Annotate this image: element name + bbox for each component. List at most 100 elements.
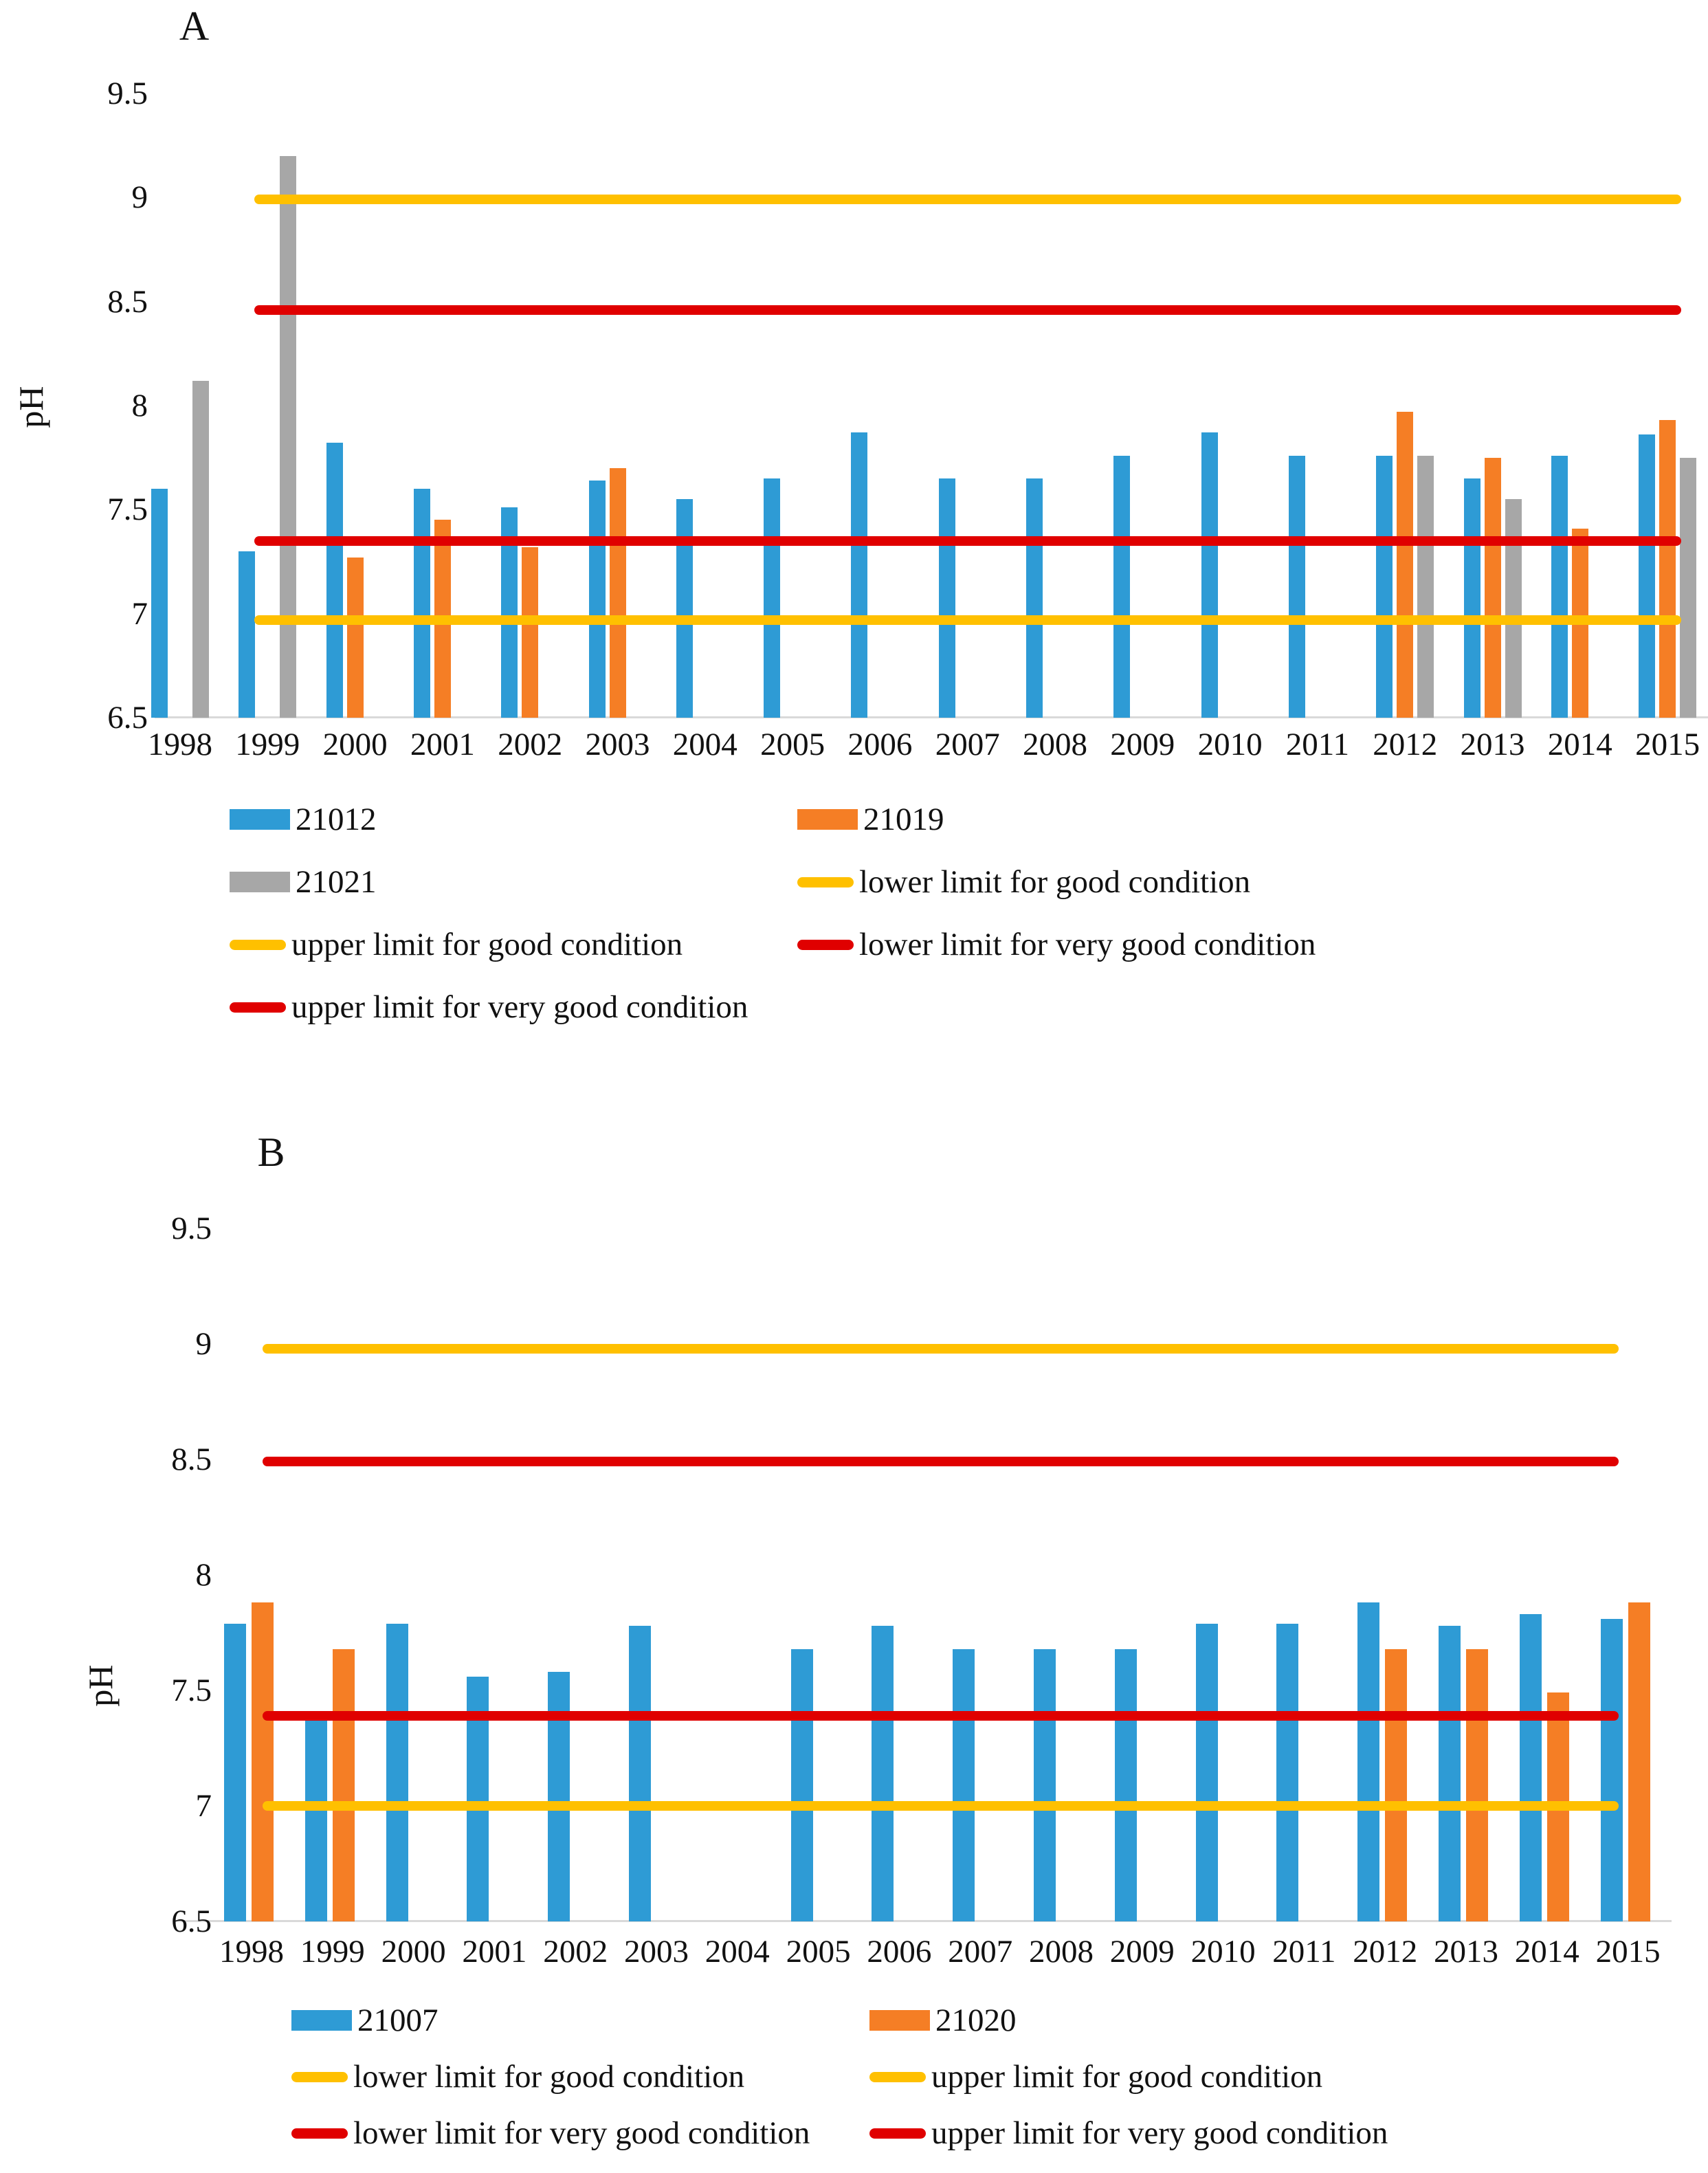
x-tick-label: 2011: [1285, 727, 1350, 762]
x-tick-label: 2010: [1197, 727, 1263, 762]
y-tick-label: 9.5: [171, 1211, 212, 1246]
series-swatch-icon: [230, 872, 290, 892]
series-swatch-icon: [291, 2010, 352, 2031]
bar-21012: [1113, 455, 1131, 718]
line-swatch-icon: [797, 876, 854, 887]
bar-21012: [588, 480, 606, 718]
bar-21012: [413, 489, 430, 718]
line-swatch-icon: [230, 939, 286, 950]
legend-item-21019: 21019: [797, 798, 944, 841]
chart-a-x-axis-line: [155, 716, 1708, 718]
bar-21019: [609, 467, 626, 718]
bar-21007: [1034, 1648, 1056, 1921]
bar-21012: [764, 478, 781, 718]
bar-21007: [386, 1623, 408, 1921]
legend-label: 21012: [296, 802, 377, 837]
x-tick-label: 2014: [1514, 1934, 1579, 1970]
limit-line-upper-limit-for-very-good-condition: [263, 1457, 1619, 1467]
limit-line-upper-limit-for-very-good-condition: [254, 305, 1681, 315]
y-tick-label: 8.5: [107, 283, 148, 320]
chart-b: B pH 9.5 9 8.5 8 7.5 7 6.5 1998 1999 2000 2001 2002…: [0, 1052, 1708, 2173]
bar-21007: [1276, 1623, 1299, 1921]
legend-item-21020: 21020: [869, 1999, 1017, 2042]
bar-21007: [1114, 1648, 1137, 1921]
bar-21007: [953, 1648, 975, 1921]
legend-item-upper-limit-for-good-condition: upper limit for good condition: [230, 923, 683, 966]
bar-21007: [1439, 1625, 1461, 1921]
legend-item-upper-limit-for-very-good-condition: upper limit for very good condition: [869, 2112, 1388, 2154]
legend-label: upper limit for very good condition: [931, 2115, 1388, 2151]
bar-21020: [1628, 1602, 1650, 1921]
legend-label: upper limit for good condition: [291, 927, 683, 962]
legend-label: upper limit for good condition: [931, 2059, 1323, 2095]
x-tick-label: 2010: [1190, 1934, 1256, 1970]
limit-line-upper-limit-for-good-condition: [263, 1343, 1619, 1354]
bar-21007: [1195, 1623, 1218, 1921]
line-swatch-icon: [869, 2071, 926, 2082]
bar-21020: [332, 1648, 355, 1921]
bar-21012: [1026, 478, 1043, 718]
bar-21007: [548, 1672, 570, 1921]
x-tick-label: 2007: [948, 1934, 1013, 1970]
bar-21012: [1376, 455, 1393, 718]
bar-21007: [629, 1625, 651, 1921]
chart-a: A pH 9.5 9 8.5 8 7.5 7 6.5 1998 1999 2000 2001 2002…: [0, 0, 1708, 1052]
bar-21019: [522, 547, 539, 718]
legend-item-upper-limit-for-very-good-condition: upper limit for very good condition: [230, 986, 748, 1028]
x-tick-label: 2004: [672, 727, 737, 762]
x-tick-label: 2002: [498, 727, 563, 762]
bar-21012: [239, 551, 256, 718]
x-tick-label: 2009: [1109, 1934, 1175, 1970]
chart-b-x-axis-line: [175, 1920, 1672, 1922]
x-tick-label: 2006: [847, 727, 913, 762]
x-tick-label: 2013: [1460, 727, 1525, 762]
line-swatch-icon: [291, 2071, 348, 2082]
legend-item-lower-limit-for-good-condition: lower limit for good condition: [291, 2055, 744, 2098]
x-tick-label: 2003: [623, 1934, 689, 1970]
x-tick-label: 1998: [147, 727, 212, 762]
bar-21012: [326, 443, 343, 718]
x-tick-label: 2012: [1373, 727, 1438, 762]
bar-21007: [1519, 1614, 1542, 1921]
bar-21021: [1505, 499, 1522, 718]
x-tick-label: 2012: [1353, 1934, 1418, 1970]
x-tick-label: 2006: [867, 1934, 932, 1970]
bar-21007: [1600, 1618, 1623, 1921]
legend-label: lower limit for good condition: [859, 864, 1251, 900]
chart-b-title: B: [257, 1129, 286, 1175]
x-tick-label: 2002: [543, 1934, 608, 1970]
legend-item-upper-limit-for-good-condition: upper limit for good condition: [869, 2055, 1322, 2098]
bar-21020: [252, 1602, 274, 1921]
limit-line-lower-limit-for-good-condition: [263, 1801, 1619, 1811]
bar-21007: [304, 1718, 327, 1921]
series-swatch-icon: [869, 2010, 930, 2031]
y-tick-label: 8: [195, 1557, 212, 1593]
bar-21012: [1639, 434, 1656, 718]
bar-21019: [1659, 420, 1676, 718]
x-tick-label: 2013: [1433, 1934, 1498, 1970]
limit-line-upper-limit-for-good-condition: [254, 195, 1681, 205]
legend-label: 21019: [863, 802, 944, 837]
y-tick-label: 6.5: [171, 1904, 212, 1939]
bar-21020: [1466, 1648, 1488, 1921]
x-tick-label: 2005: [760, 727, 825, 762]
x-tick-label: 2004: [705, 1934, 770, 1970]
line-swatch-icon: [291, 2128, 348, 2139]
y-tick-label: 8: [131, 387, 148, 423]
limit-line-lower-limit-for-very-good-condition: [263, 1710, 1619, 1721]
x-tick-label: 2009: [1110, 727, 1175, 762]
x-tick-label: 1998: [219, 1934, 284, 1970]
x-tick-label: 2005: [786, 1934, 851, 1970]
legend-label: lower limit for good condition: [353, 2059, 745, 2095]
bar-21012: [676, 499, 693, 718]
legend-label: upper limit for very good condition: [291, 989, 748, 1025]
bar-21007: [872, 1625, 894, 1921]
y-tick-label: 6.5: [107, 700, 148, 736]
x-tick-label: 2001: [410, 727, 475, 762]
x-tick-label: 2000: [322, 727, 388, 762]
x-tick-label: 2003: [585, 727, 650, 762]
legend-item-lower-limit-for-very-good-condition: lower limit for very good condition: [291, 2112, 810, 2154]
bar-21007: [790, 1648, 813, 1921]
y-tick-label: 7: [195, 1788, 212, 1824]
legend-item-lower-limit-for-good-condition: lower limit for good condition: [797, 861, 1250, 903]
